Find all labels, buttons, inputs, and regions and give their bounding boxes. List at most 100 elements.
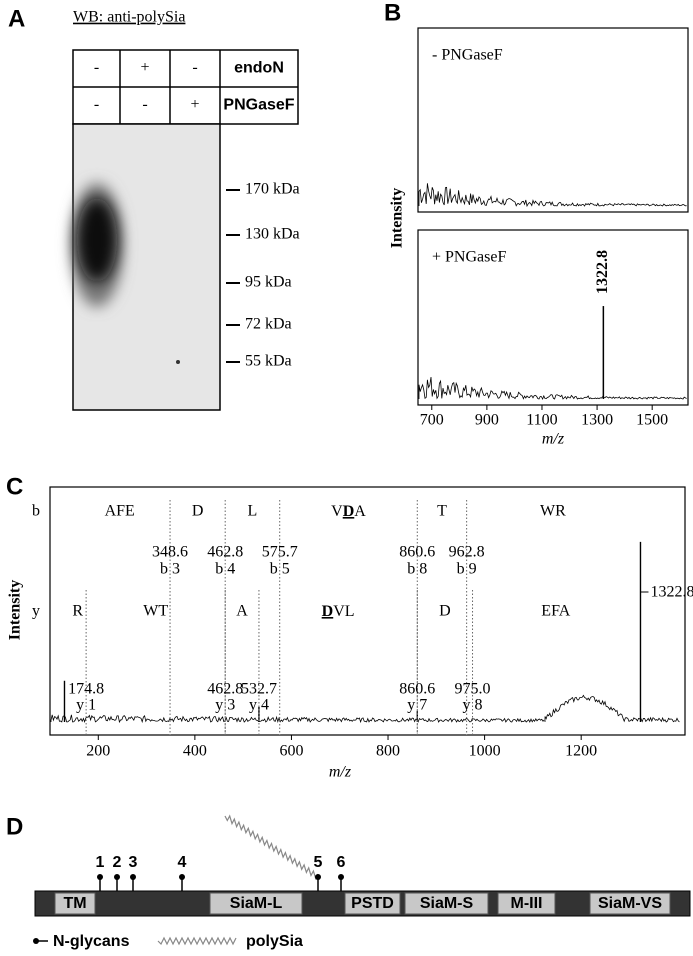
lane-sign: -	[94, 96, 99, 113]
lane-sign: -	[94, 59, 99, 76]
fragment-name: b 9	[457, 561, 477, 578]
site-number: 6	[337, 854, 346, 871]
treatment-name: endoN	[234, 60, 284, 77]
glycan	[114, 874, 120, 880]
spectrum-frame	[49, 486, 686, 736]
fragment-name: b 5	[270, 561, 290, 578]
marker-label: 95 kDa	[245, 274, 292, 291]
fragment-mz: 962.8	[449, 544, 485, 561]
y-axis-label: Intensity	[389, 188, 406, 248]
residue: EFA	[541, 603, 570, 620]
site-number: 1	[96, 854, 105, 871]
domain	[209, 892, 303, 915]
fragment-name: b 4	[215, 561, 235, 578]
peak-label: 1322.8	[650, 584, 693, 601]
panel-label: D	[6, 813, 23, 840]
x-tick-label: 1000	[469, 743, 501, 760]
ion-series: b	[32, 503, 40, 520]
glycan	[97, 874, 103, 880]
site-number: 5	[314, 854, 323, 871]
residue: VDA	[331, 503, 366, 520]
marker-label: 55 kDa	[245, 353, 292, 370]
residue: D	[439, 603, 451, 620]
polysia-chain	[224, 814, 319, 881]
domain	[589, 892, 671, 915]
peak-label: 1322.8	[594, 250, 611, 294]
ion-series: y	[32, 603, 40, 620]
domain-name: TM	[63, 895, 86, 912]
spectrum-frame	[417, 27, 689, 213]
domain-name: SiaM-L	[230, 895, 283, 912]
residue: R	[72, 603, 83, 620]
lane-sign: +	[190, 96, 199, 113]
lane-sign: -	[142, 96, 147, 113]
x-tick-label: 1200	[565, 743, 597, 760]
x-tick-label: 1500	[636, 412, 668, 429]
domain	[404, 892, 489, 915]
blot-spot	[176, 360, 180, 364]
residue: T	[437, 503, 447, 520]
residue: D	[192, 503, 204, 520]
residue: DVL	[322, 603, 355, 620]
domain	[497, 892, 556, 915]
residue: L	[248, 503, 258, 520]
x-tick-label: 700	[420, 412, 444, 429]
x-tick-label: 600	[279, 743, 303, 760]
legend-label: polySia	[246, 933, 303, 950]
x-tick-label: 400	[183, 743, 207, 760]
fragment-mz: 860.6	[399, 681, 435, 698]
domain	[54, 892, 96, 915]
fragment-name: y 4	[249, 697, 269, 714]
x-tick-label: 1100	[526, 412, 557, 429]
marker-label: 130 kDa	[245, 226, 300, 243]
panel-label: C	[6, 473, 23, 500]
marker-label: 72 kDa	[245, 316, 292, 333]
domain	[344, 892, 401, 915]
y-axis-label: Intensity	[7, 580, 24, 640]
fragment-mz: 462.8	[207, 681, 243, 698]
residue-part: D	[322, 603, 334, 620]
blot-band	[77, 198, 117, 282]
sample-name: - PNGaseF	[432, 47, 503, 64]
lane-sign: +	[140, 59, 149, 76]
x-tick-label: 800	[376, 743, 400, 760]
x-axis-label: m/z	[542, 431, 565, 448]
residue-part: D	[343, 503, 355, 520]
glycan	[130, 874, 136, 880]
x-tick-label: 200	[86, 743, 110, 760]
residue: WR	[540, 503, 566, 520]
treatment-name: PNGaseF	[223, 97, 294, 114]
fragment-name: b 8	[407, 561, 427, 578]
glycan	[315, 874, 321, 880]
residue-part: V	[331, 503, 343, 520]
glycan	[179, 874, 185, 880]
residue: AFE	[105, 503, 135, 520]
fragment-name: y 8	[463, 697, 483, 714]
fragment-name: y 3	[215, 697, 235, 714]
fragment-name: b 3	[160, 561, 180, 578]
noise	[544, 694, 680, 723]
legend-label: N-glycans	[53, 933, 130, 950]
site-number: 4	[178, 854, 187, 871]
panel-label: B	[384, 0, 401, 26]
domain-name: PSTD	[351, 895, 394, 912]
fragment-mz: 174.8	[68, 681, 104, 698]
domain-name: SiaM-S	[420, 895, 474, 912]
legend-polysia	[157, 936, 237, 946]
residue-part: VL	[333, 603, 354, 620]
fragment-mz: 532.7	[241, 681, 277, 698]
fragment-name: y 7	[407, 697, 427, 714]
noise	[418, 183, 687, 208]
fragment-mz: 348.6	[152, 544, 188, 561]
fragment-mz: 575.7	[262, 544, 298, 561]
residue: A	[236, 603, 248, 620]
noise	[50, 714, 545, 724]
marker-label: 170 kDa	[245, 181, 300, 198]
domain-name: SiaM-VS	[598, 895, 662, 912]
lane-sign: -	[192, 59, 197, 76]
fragment-mz: 860.6	[399, 544, 435, 561]
sample-name: + PNGaseF	[432, 249, 506, 266]
fragment-mz: 462.8	[207, 544, 243, 561]
fragment-mz: 975.0	[455, 681, 491, 698]
